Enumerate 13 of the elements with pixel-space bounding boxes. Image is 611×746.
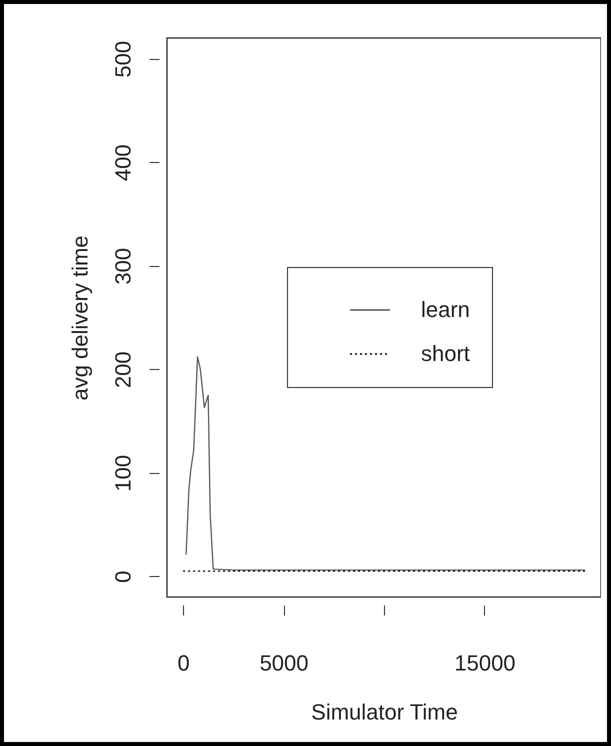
x-axis-title: Simulator Time [311, 700, 458, 724]
y-tick-label: 100 [110, 454, 136, 492]
y-tick-label: 0 [110, 570, 136, 583]
x-tick-label: 15000 [454, 650, 516, 676]
y-tick-label: 300 [110, 248, 136, 285]
y-axis-title: avg delivery time [68, 235, 92, 401]
x-tick-label: 5000 [260, 650, 309, 676]
legend-label: learn [421, 297, 470, 322]
y-tick-label: 500 [110, 40, 136, 78]
legend-label: short [421, 341, 470, 366]
y-tick-label: 400 [110, 144, 136, 182]
x-tick-label: 0 [177, 650, 190, 676]
y-tick-label: 200 [110, 351, 136, 388]
